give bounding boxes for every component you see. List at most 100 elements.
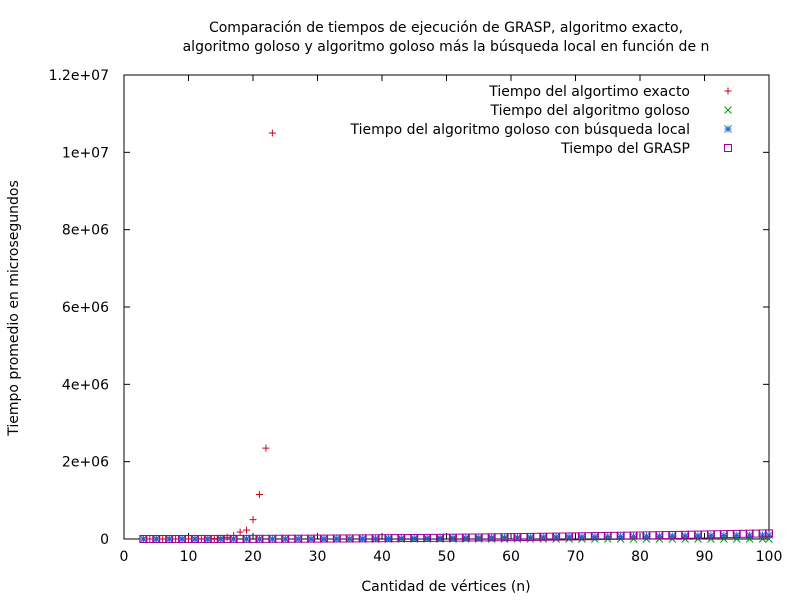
data-point: [674, 530, 683, 539]
data-point: [558, 532, 567, 541]
data-point: [681, 530, 690, 539]
legend-marker: [724, 144, 732, 152]
data-point: [159, 535, 167, 543]
data-point: [191, 535, 199, 543]
data-point: [758, 531, 767, 540]
data-point: [565, 533, 573, 541]
data-point: [249, 534, 257, 543]
data-point: [307, 535, 315, 543]
x-tick-label: 20: [244, 549, 262, 565]
data-point: [378, 534, 386, 543]
legend-marker: [724, 125, 732, 133]
legend-entry-label: Tiempo del GRASP: [560, 141, 690, 157]
data-point: [500, 533, 509, 542]
data-point: [436, 534, 444, 542]
data-point: [513, 533, 522, 542]
data-point: [371, 534, 380, 543]
data-point: [223, 534, 232, 543]
legend-marker: [724, 87, 732, 95]
data-point: [397, 534, 406, 543]
data-point: [165, 534, 174, 543]
data-point: [513, 533, 522, 542]
data-point: [687, 530, 696, 539]
chart-title-line-1: Comparación de tiempos de ejecución de G…: [209, 20, 683, 36]
data-point: [319, 534, 328, 543]
data-marks: [139, 129, 773, 543]
data-point: [236, 528, 244, 536]
y-axis-label: Tiempo promedio en microsegundos: [6, 180, 22, 437]
data-point: [694, 530, 703, 539]
data-point: [461, 533, 470, 542]
data-point: [384, 534, 393, 543]
data-point: [668, 530, 677, 539]
data-point: [197, 535, 205, 543]
data-point: [526, 533, 535, 542]
data-point: [713, 530, 722, 539]
data-point: [578, 532, 586, 541]
data-point: [616, 531, 625, 540]
data-point: [429, 533, 438, 542]
data-point: [403, 534, 412, 543]
data-point: [545, 532, 554, 541]
y-tick-label: 1.2e+07: [49, 68, 109, 84]
data-point: [436, 533, 445, 542]
data-point: [255, 491, 263, 499]
data-point: [732, 535, 741, 543]
data-point: [229, 534, 238, 543]
data-point: [410, 534, 419, 543]
data-point: [261, 534, 270, 543]
data-point: [539, 532, 548, 541]
data-point: [507, 533, 515, 542]
data-point: [629, 531, 638, 540]
data-point: [203, 535, 212, 543]
x-tick-label: 50: [438, 549, 456, 565]
data-point: [216, 534, 225, 543]
y-tick-label: 0: [100, 532, 109, 548]
data-point: [190, 534, 199, 543]
data-point: [700, 530, 709, 539]
y-tick-label: 1e+07: [62, 145, 109, 161]
data-point: [268, 534, 277, 543]
data-point: [648, 531, 657, 540]
data-point: [552, 533, 561, 541]
data-point: [268, 535, 277, 543]
data-point: [642, 531, 651, 540]
data-point: [410, 534, 419, 543]
legend-entry-label: Tiempo del algoritmo goloso con búsqueda…: [350, 122, 690, 138]
data-point: [242, 535, 251, 543]
data-point: [706, 530, 715, 539]
data-point: [203, 534, 212, 543]
data-point: [603, 531, 612, 540]
data-point: [752, 529, 761, 538]
data-point: [158, 534, 167, 543]
data-point: [655, 531, 664, 540]
data-point: [332, 534, 341, 543]
data-point: [249, 516, 257, 524]
data-point: [165, 535, 174, 543]
data-point: [590, 532, 599, 541]
x-tick-label: 80: [631, 549, 649, 565]
data-point: [184, 534, 193, 543]
data-point: [243, 526, 251, 534]
data-point: [661, 531, 670, 540]
x-tick-label: 10: [180, 549, 198, 565]
data-point: [178, 535, 186, 543]
data-point: [210, 534, 219, 543]
data-point: [636, 531, 644, 540]
data-point: [603, 532, 612, 541]
data-point: [487, 533, 496, 542]
data-point: [487, 533, 496, 542]
legend: Tiempo del algortimo exacto Tiempo del al…: [350, 84, 732, 157]
data-point: [539, 533, 548, 541]
data-point: [726, 530, 735, 539]
data-point: [281, 534, 290, 543]
data-point: [332, 534, 341, 543]
data-point: [449, 534, 457, 542]
data-point: [274, 534, 283, 543]
legend-entry-label: Tiempo del algortimo exacto: [488, 84, 690, 100]
x-tick-label: 100: [756, 549, 783, 565]
data-point: [552, 532, 561, 541]
data-point: [384, 534, 393, 543]
data-point: [358, 534, 367, 543]
